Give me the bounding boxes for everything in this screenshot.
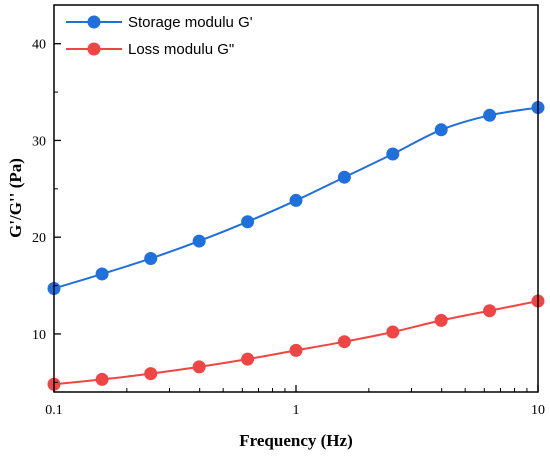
legend-label-2: Loss modulu G" — [128, 41, 234, 58]
series-layer — [47, 101, 545, 391]
series-1-point — [192, 234, 206, 248]
axes-layer: 0.1 1 10 10 20 30 40 — [32, 38, 545, 418]
y-tick-label: 30 — [32, 134, 46, 149]
series-line-2 — [53, 300, 539, 386]
series-2-point — [144, 367, 158, 381]
series-2-point — [289, 343, 303, 357]
series-2-point — [95, 372, 109, 386]
series-2-point — [241, 352, 255, 366]
series-1-point — [386, 147, 400, 161]
series-1-point — [144, 251, 158, 265]
y-tick-label: 10 — [32, 328, 46, 343]
x-tick-label: 10 — [531, 403, 545, 418]
series-1-point — [337, 170, 351, 184]
x-tick-label: 1 — [293, 403, 300, 418]
series-2-point — [192, 360, 206, 374]
series-2-point — [483, 304, 497, 318]
series-1-point — [241, 215, 255, 229]
x-tick-label: 0.1 — [45, 403, 63, 418]
y-tick-label: 40 — [32, 38, 46, 53]
legend: Storage modulu G' Loss modulu G" — [66, 14, 253, 58]
series-2-point — [434, 313, 448, 327]
legend-marker-2 — [87, 42, 101, 56]
legend-label-1: Storage modulu G' — [128, 14, 253, 31]
series-2-point — [337, 335, 351, 349]
series-1-point — [434, 123, 448, 137]
series-2-point — [386, 325, 400, 339]
series-1-point — [483, 108, 497, 122]
x-axis-title: Frequency (Hz) — [239, 431, 352, 450]
y-tick-label: 20 — [32, 231, 46, 246]
y-axis-title: G'/G'' (Pa) — [6, 158, 25, 238]
series-1-point — [95, 267, 109, 281]
legend-marker-1 — [87, 15, 101, 29]
series-1-point — [289, 193, 303, 207]
